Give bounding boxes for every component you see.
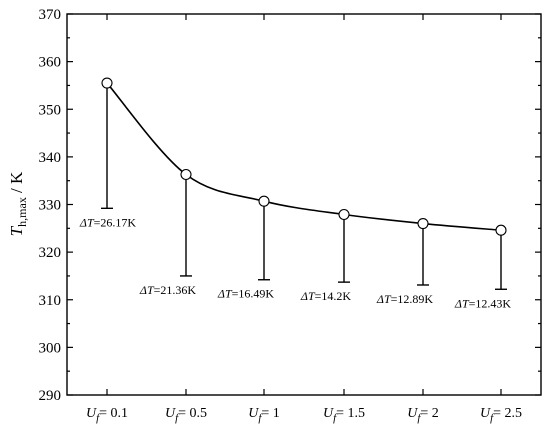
- y-axis-ticks: 290 300 310 320 330 340 350 360 370: [39, 7, 541, 404]
- x-tick-label: Uf= 1: [248, 406, 280, 424]
- y-tick-label: 320: [39, 245, 62, 261]
- delta-annotation: ΔT=16.49K: [217, 287, 274, 301]
- y-tick-label: 290: [39, 388, 62, 404]
- data-point: [338, 208, 350, 221]
- x-tick-label: Uf= 0.5: [165, 406, 207, 424]
- x-tick-label: Uf= 2: [407, 406, 439, 424]
- y-tick-label: 330: [39, 198, 62, 214]
- y-tick-label: 370: [39, 7, 62, 23]
- y-tick-label: 350: [39, 102, 62, 118]
- x-tick-label: Uf= 0.1: [86, 406, 128, 424]
- x-tick-label: Uf= 2.5: [480, 406, 522, 424]
- delta-annotation: ΔT=12.89K: [376, 292, 433, 306]
- data-point: [180, 168, 192, 181]
- delta-annotation: ΔT=26.17K: [79, 215, 136, 229]
- delta-annotation: ΔT=12.43K: [454, 296, 511, 310]
- data-point: [417, 218, 429, 230]
- x-tick-label: Uf= 1.5: [323, 406, 365, 424]
- series-line: [106, 82, 502, 232]
- series-marks: ΔT=26.17K ΔT=21.36K ΔT=16.49K ΔT=14.2K ΔT=12…: [79, 77, 511, 310]
- y-tick-label: 340: [39, 150, 62, 166]
- plot-frame: [66, 13, 542, 396]
- y-tick-label: 360: [39, 55, 62, 71]
- y-tick-label: 300: [39, 340, 62, 356]
- delta-annotation: ΔT=21.36K: [139, 283, 196, 297]
- data-point: [101, 77, 113, 89]
- data-point: [495, 224, 507, 236]
- y-tick-label: 310: [39, 293, 62, 309]
- x-axis-ticks: Uf= 0.1 Uf= 0.5 Uf= 1 Uf= 1.5 Uf= 2 Uf= 2.5: [86, 14, 522, 424]
- data-point: [258, 195, 270, 207]
- delta-annotation: ΔT=14.2K: [300, 289, 351, 303]
- y-axis-label: Th,max / K: [7, 171, 29, 236]
